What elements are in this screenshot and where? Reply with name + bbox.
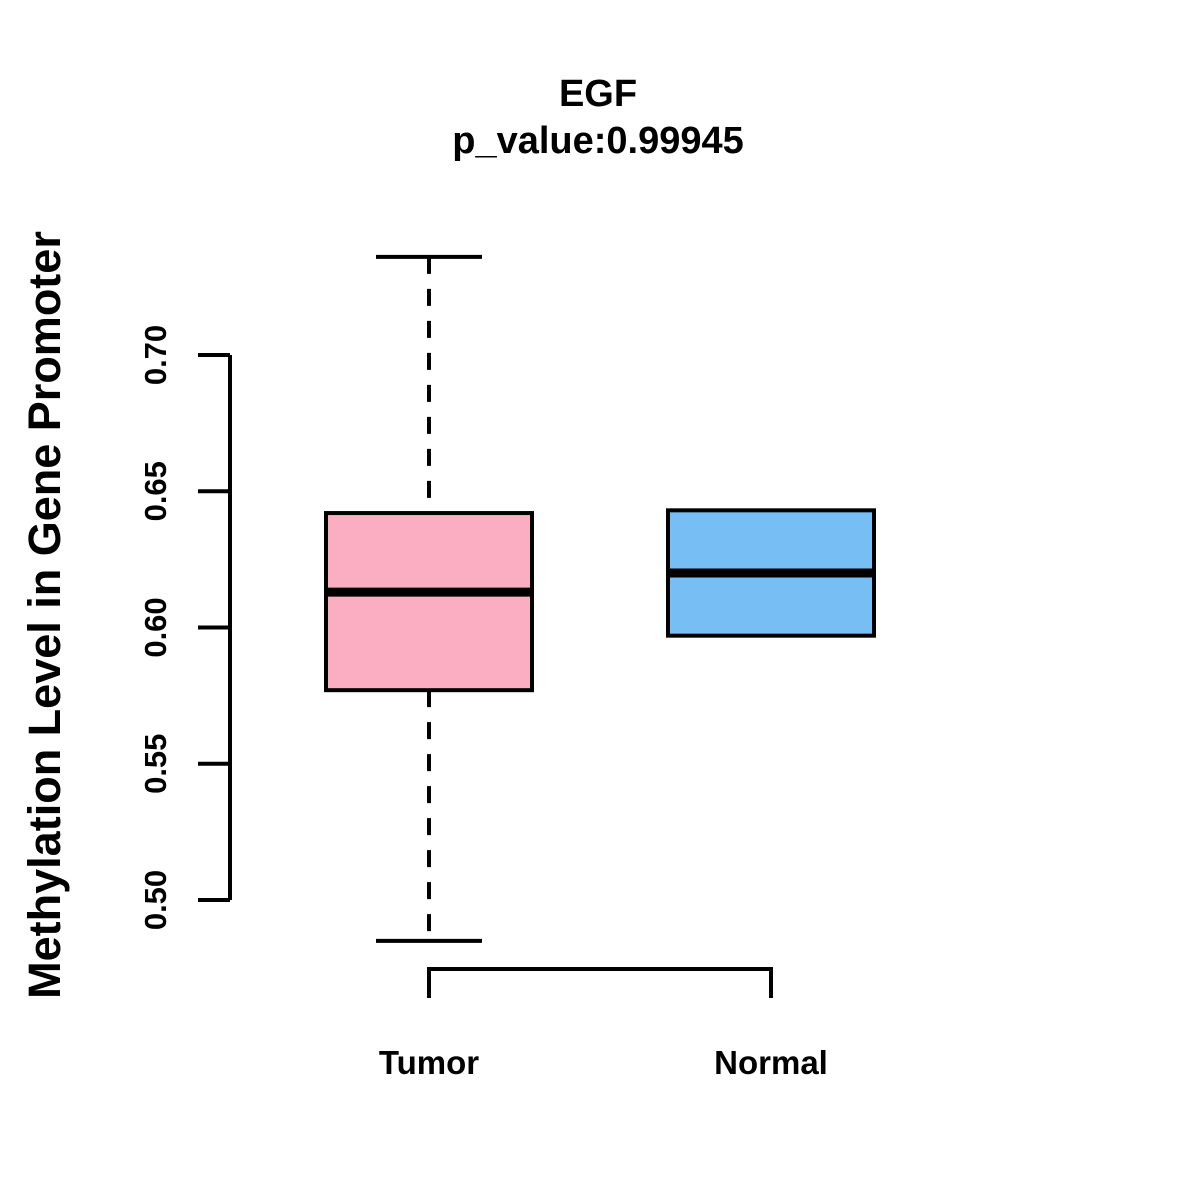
y-tick-label: 0.50 — [138, 870, 173, 930]
x-axis-bracket — [427, 967, 773, 998]
y-axis-title: Methylation Level in Gene Promoter — [19, 231, 70, 999]
y-tick-label: 0.60 — [138, 597, 173, 657]
y-tick-label: 0.55 — [138, 734, 173, 794]
chart-title: EGF — [559, 73, 637, 115]
tumor-box-rect — [324, 511, 534, 693]
y-tick-label: 0.65 — [138, 461, 173, 521]
box-group-normal — [666, 508, 876, 638]
y-axis-tick-labels: 0.50 0.55 0.60 0.65 0.70 — [138, 325, 173, 930]
y-axis: 0.50 0.55 0.60 0.65 0.70 — [138, 325, 232, 930]
y-tick-label: 0.70 — [138, 325, 173, 385]
x-label-normal: Normal — [714, 1044, 828, 1081]
y-axis-ticks — [198, 353, 230, 902]
x-label-tumor: Tumor — [379, 1044, 479, 1081]
box-group-tumor — [324, 254, 534, 943]
chart-subtitle: p_value:0.99945 — [452, 120, 744, 162]
